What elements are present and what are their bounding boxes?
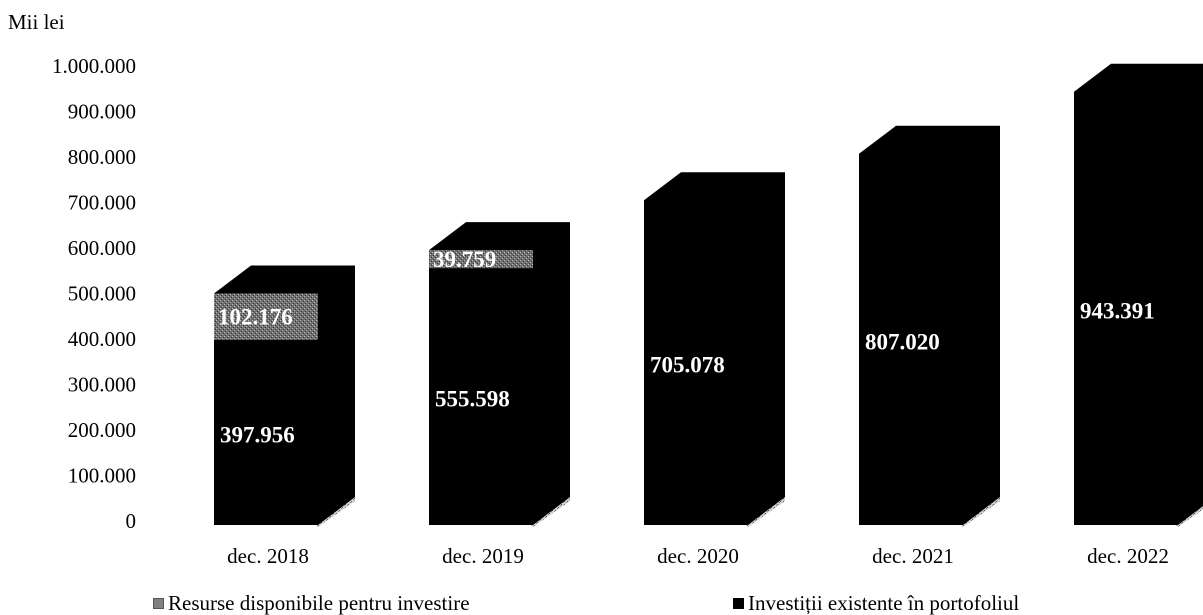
bar-floor xyxy=(316,497,355,527)
bar-group: 705.078 xyxy=(644,172,785,527)
bar-floor xyxy=(746,497,785,527)
y-tick-label: 0 xyxy=(126,509,137,533)
legend-item-resurse: Resurse disponibile pentru investire xyxy=(153,592,470,614)
bar-investitii xyxy=(429,222,570,526)
x-tick-label: dec. 2020 xyxy=(657,544,739,568)
legend-swatch-black xyxy=(733,598,744,609)
bar-resurse xyxy=(429,250,533,269)
bar-group: 39.759 555.598 xyxy=(429,222,570,527)
x-tick-label: dec. 2022 xyxy=(1087,544,1169,568)
y-tick-label: 500.000 xyxy=(68,282,136,306)
y-tick-label: 400.000 xyxy=(68,327,136,351)
data-label-investitii: 943.391 xyxy=(1080,298,1155,323)
x-tick-label: dec. 2019 xyxy=(442,544,524,568)
bar-floor xyxy=(531,497,570,527)
y-tick-label: 100.000 xyxy=(68,464,136,488)
legend-swatch-grey xyxy=(153,598,164,609)
bar-group: 102.176 397.956 xyxy=(214,265,355,527)
legend-item-investitii: Investiții existente în portofoliul xyxy=(733,592,1019,614)
bar-group: 943.391 xyxy=(1074,63,1203,527)
bar-investitii xyxy=(644,172,785,525)
y-tick-label: 700.000 xyxy=(68,191,136,215)
bar-group: 807.020 xyxy=(859,125,1000,527)
legend-label-resurse: Resurse disponibile pentru investire xyxy=(168,591,470,615)
y-tick-label: 800.000 xyxy=(68,145,136,169)
bar-investitii xyxy=(1074,63,1203,525)
data-label-investitii: 807.020 xyxy=(865,329,940,354)
y-tick-label: 1.000.000 xyxy=(52,54,136,78)
data-label-investitii: 555.598 xyxy=(435,387,510,412)
bars: 102.176 397.956 39.759 555.598 705.078 807.02… xyxy=(214,63,1203,527)
data-label-investitii: 705.078 xyxy=(650,353,725,378)
data-label-resurse: 102.176 xyxy=(218,305,293,330)
bar-investitii xyxy=(859,125,1000,525)
bar-floor xyxy=(961,497,1000,527)
y-tick-label: 300.000 xyxy=(68,373,136,397)
x-tick-label: dec. 2018 xyxy=(227,544,309,568)
y-tick-label: 200.000 xyxy=(68,418,136,442)
data-label-resurse: 39.759 xyxy=(433,247,496,272)
legend-label-investitii: Investiții existente în portofoliul xyxy=(748,591,1020,615)
data-label-investitii: 397.956 xyxy=(220,422,295,447)
y-tick-label: 900.000 xyxy=(68,100,136,124)
x-tick-label: dec. 2021 xyxy=(872,544,954,568)
y-tick-label: 600.000 xyxy=(68,236,136,260)
bar-resurse xyxy=(214,293,318,340)
y-axis-unit-label: Mii lei xyxy=(8,10,65,34)
x-axis: dec. 2018 dec. 2019 dec. 2020 dec. 2021 dec.… xyxy=(227,544,1169,568)
y-axis: 0 100.000 200.000 300.000 400.000 500.000 600.… xyxy=(52,54,136,533)
